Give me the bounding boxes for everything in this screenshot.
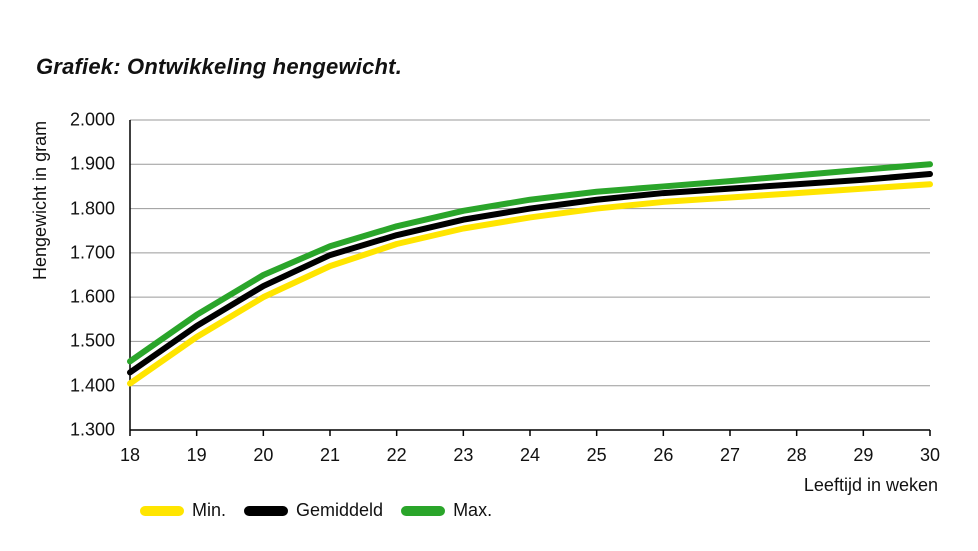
legend-item-max: Max. <box>401 500 492 521</box>
legend-label-max: Max. <box>453 500 492 521</box>
x-tick-label: 20 <box>253 445 273 466</box>
x-tick-label: 18 <box>120 445 140 466</box>
legend-swatch-max <box>401 506 445 516</box>
y-tick-label: 1.800 <box>55 198 115 219</box>
plot-area: 1.3001.4001.5001.6001.7001.8001.9002.000… <box>60 110 940 440</box>
chart-svg <box>60 110 940 480</box>
legend-label-avg: Gemiddeld <box>296 500 383 521</box>
y-tick-label: 1.700 <box>55 242 115 263</box>
x-tick-label: 29 <box>853 445 873 466</box>
x-tick-label: 21 <box>320 445 340 466</box>
y-tick-label: 1.500 <box>55 331 115 352</box>
x-tick-label: 23 <box>453 445 473 466</box>
legend: Min. Gemiddeld Max. <box>140 500 492 521</box>
legend-swatch-min <box>140 506 184 516</box>
legend-item-avg: Gemiddeld <box>244 500 383 521</box>
x-tick-label: 19 <box>187 445 207 466</box>
y-tick-label: 1.300 <box>55 420 115 441</box>
legend-swatch-avg <box>244 506 288 516</box>
chart-title: Grafiek: Ontwikkeling hengewicht. <box>36 54 402 80</box>
x-tick-label: 28 <box>787 445 807 466</box>
x-tick-label: 25 <box>587 445 607 466</box>
chart-container: Grafiek: Ontwikkeling hengewicht. Hengew… <box>0 0 978 551</box>
x-tick-label: 27 <box>720 445 740 466</box>
legend-label-min: Min. <box>192 500 226 521</box>
y-tick-label: 1.600 <box>55 287 115 308</box>
y-axis-label: Hengewicht in gram <box>30 121 51 280</box>
y-tick-label: 2.000 <box>55 110 115 131</box>
x-tick-label: 30 <box>920 445 940 466</box>
legend-item-min: Min. <box>140 500 226 521</box>
y-tick-label: 1.900 <box>55 154 115 175</box>
x-tick-label: 22 <box>387 445 407 466</box>
x-tick-label: 26 <box>653 445 673 466</box>
x-tick-label: 24 <box>520 445 540 466</box>
y-tick-label: 1.400 <box>55 375 115 396</box>
x-axis-label: Leeftijd in weken <box>804 475 938 496</box>
